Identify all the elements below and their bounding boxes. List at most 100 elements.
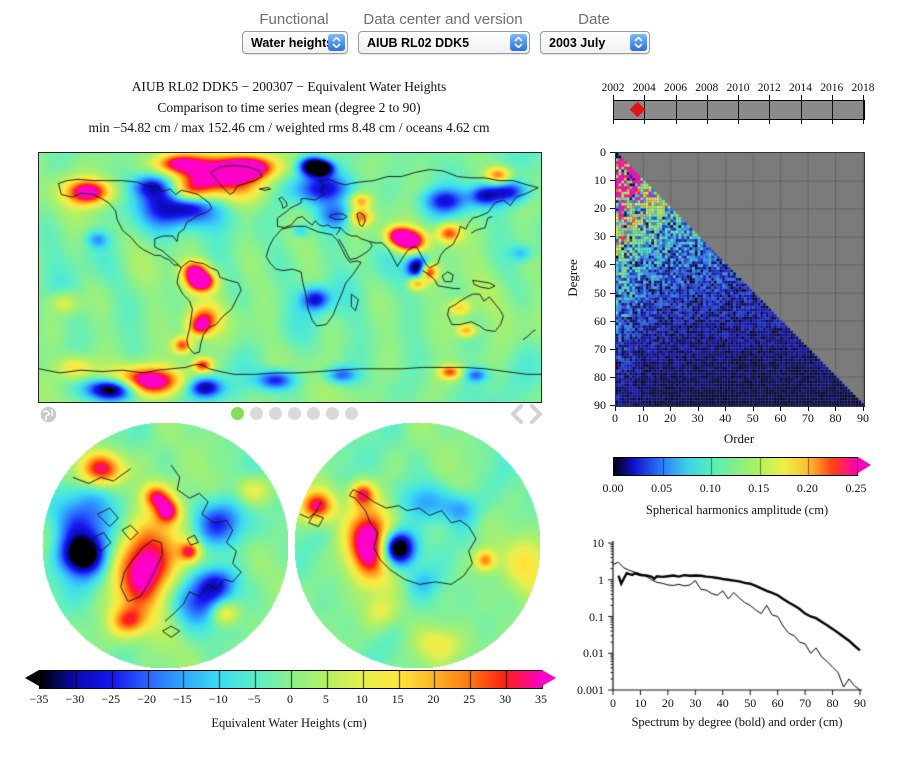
datacenter-select[interactable]: AIUB RL02 DDK5	[358, 31, 530, 54]
order-tickmark	[697, 406, 699, 411]
degree-tick-20: 20	[594, 201, 606, 216]
ewh-tick-20: 20	[427, 692, 440, 706]
amp-tick-0.05: 0.05	[651, 481, 673, 495]
timeline-year-2002: 2002	[601, 82, 625, 94]
amp-tick-0.10: 0.10	[699, 481, 721, 495]
world-map	[38, 152, 542, 403]
order-tickmark	[863, 406, 864, 411]
order-tickmark	[752, 406, 754, 411]
order-tick-80: 80	[829, 411, 842, 425]
map-view-dot-0[interactable]	[231, 407, 244, 420]
timeline-bar[interactable]	[613, 100, 865, 120]
colorbar-left-arrow	[25, 670, 39, 686]
map-view-dot-5[interactable]	[326, 407, 339, 420]
timeline-year-2008: 2008	[695, 82, 719, 94]
map-view-dot-4[interactable]	[307, 407, 320, 420]
order-tick-50: 50	[746, 411, 759, 425]
ewh-tick-5: 5	[322, 692, 329, 706]
spectrum-xtick-80: 80	[826, 696, 839, 710]
degree-tick-10: 10	[594, 173, 606, 188]
timeline-tick	[831, 95, 833, 124]
spectrum-xtick-0: 0	[610, 696, 616, 710]
spectrum-xtick-20: 20	[661, 696, 674, 710]
timeline-year-2006: 2006	[664, 82, 687, 94]
degree-tickmark	[610, 264, 615, 266]
spectrum-xtick-10: 10	[634, 696, 647, 710]
degree-tick-70: 70	[594, 341, 606, 356]
spectrum-ytick-1: 1	[598, 572, 604, 587]
ewh-colorbar	[39, 670, 543, 689]
spectrum-caption: Spectrum by degree (bold) and order (cm)	[631, 715, 843, 729]
ewh-tick-−35: −35	[29, 692, 49, 706]
functional-select-value: Water heights	[251, 35, 328, 50]
amplitude-colorbar	[613, 457, 858, 476]
timeline-tick	[769, 95, 771, 124]
figure-subtitle: Comparison to time series mean (degree 2…	[157, 100, 421, 115]
order-tick-70: 70	[801, 411, 814, 425]
degree-tickmark	[610, 376, 615, 378]
figure-title: AIUB RL02 DDK5 − 200307 − Equivalent Wat…	[131, 79, 447, 94]
datacenter-select-value: AIUB RL02 DDK5	[367, 35, 470, 50]
figure-stats: min −54.82 cm / max 152.46 cm / weighted…	[88, 120, 490, 135]
map-view-dot-1[interactable]	[250, 407, 263, 420]
order-tickmark	[780, 406, 782, 411]
amp-tick-0.25: 0.25	[845, 481, 867, 495]
spectrum-xtick-30: 30	[689, 696, 702, 710]
timeline-tick	[706, 95, 708, 124]
timeline-year-2014: 2014	[789, 82, 812, 94]
spectrum-ytick-10: 10	[592, 536, 604, 550]
functional-label: Functional	[259, 11, 329, 28]
degree-tickmark	[610, 208, 615, 210]
degree-tick-40: 40	[594, 257, 606, 272]
spectrum-ytick-0.1: 0.1	[589, 609, 604, 624]
spectrum-ytick-0.001: 0.001	[577, 683, 604, 697]
ewh-tick-−30: −30	[65, 692, 85, 706]
degree-tickmark	[610, 236, 615, 238]
degree-tick-30: 30	[594, 229, 606, 244]
timeline-year-2010: 2010	[726, 82, 750, 94]
date-select-value: 2003 July	[549, 35, 606, 50]
map-view-dot-3[interactable]	[288, 407, 301, 420]
ewh-tick-35: 35	[535, 692, 547, 706]
order-tickmark	[725, 406, 727, 411]
timeline-tick	[738, 95, 739, 124]
order-tick-60: 60	[774, 411, 787, 425]
degree-tickmark	[610, 180, 615, 182]
date-label: Date	[578, 11, 610, 28]
spectrum-xtick-40: 40	[716, 696, 729, 710]
degree-axis-label: Degree	[565, 259, 580, 297]
ewh-tick-−15: −15	[173, 692, 192, 706]
timeline-tick	[613, 95, 614, 124]
degree-tick-80: 80	[594, 369, 606, 384]
degree-tick-90: 90	[594, 398, 606, 412]
ewh-tick-−10: −10	[208, 692, 228, 706]
timeline-year-2016: 2016	[820, 82, 844, 94]
map-view-dot-2[interactable]	[269, 407, 282, 420]
map-view-dot-6[interactable]	[345, 407, 358, 420]
amplitude-colorbar-label: Spherical harmonics amplitude (cm)	[645, 503, 829, 517]
functional-select[interactable]: Water heights	[242, 31, 348, 54]
spectrum-xtick-90: 90	[854, 696, 866, 710]
timeline-year-2004: 2004	[632, 82, 656, 94]
ewh-tick-30: 30	[499, 692, 512, 706]
order-tick-0: 0	[612, 411, 618, 425]
spectrum-xtick-50: 50	[744, 696, 757, 710]
order-tickmark	[835, 406, 837, 411]
degree-tickmark	[610, 348, 615, 350]
globe-icon[interactable]	[40, 406, 57, 423]
order-tick-10: 10	[636, 411, 649, 425]
next-arrow-icon[interactable]	[527, 404, 545, 424]
amp-tick-0.20: 0.20	[796, 481, 818, 495]
order-tick-40: 40	[719, 411, 732, 425]
prev-arrow-icon[interactable]	[508, 404, 526, 424]
degree-tickmark	[610, 152, 615, 153]
order-tickmark	[642, 406, 644, 411]
amp-tick-0.00: 0.00	[602, 481, 624, 495]
arctic-polar-map	[42, 422, 288, 668]
degree-tick-50: 50	[594, 285, 606, 300]
timeline-year-2018: 2018	[851, 82, 875, 94]
ewh-tick-0: 0	[287, 692, 293, 706]
date-select[interactable]: 2003 July	[540, 31, 650, 54]
select-stepper-icon	[328, 34, 345, 51]
